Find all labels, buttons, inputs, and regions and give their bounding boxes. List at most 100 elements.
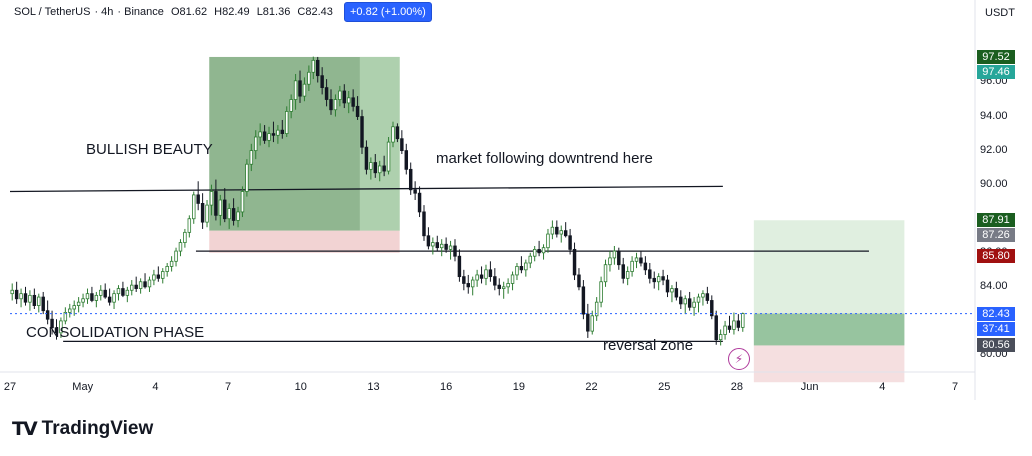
x-tick-label: 25	[658, 381, 671, 393]
candle	[276, 125, 280, 144]
candle	[625, 266, 630, 286]
currency-unit[interactable]: USDT	[985, 7, 1015, 19]
candle	[550, 220, 555, 240]
symbol-pair: SOL / TetherUS	[14, 6, 91, 18]
ohlc-high: H82.49	[214, 6, 250, 18]
candle	[271, 121, 276, 143]
candle	[506, 278, 510, 294]
candle	[431, 237, 435, 255]
candle	[435, 235, 440, 252]
candle	[683, 295, 687, 315]
candle	[599, 276, 603, 308]
candle	[338, 85, 342, 107]
candle	[736, 314, 741, 332]
x-tick-label: 10	[294, 381, 307, 393]
candle	[453, 239, 457, 262]
candle	[258, 123, 262, 146]
candle	[639, 251, 643, 267]
candle	[377, 160, 382, 182]
x-tick-label: 28	[730, 381, 744, 393]
price-badge: 97.46	[977, 64, 1015, 79]
candle	[10, 283, 14, 301]
reversal-entry-zone[interactable]	[753, 313, 905, 346]
candle	[329, 89, 333, 115]
candle	[320, 67, 324, 95]
upper-line[interactable]	[9, 185, 723, 193]
bullish-stop-zone[interactable]	[209, 230, 400, 253]
candle	[315, 56, 320, 83]
candle	[404, 143, 409, 175]
candle	[183, 228, 187, 248]
bullish-profit-zone-light[interactable]	[359, 56, 400, 231]
candle	[209, 184, 214, 216]
candle	[32, 288, 37, 309]
candle	[364, 140, 369, 175]
candle	[196, 181, 200, 211]
candle	[391, 121, 395, 148]
ohlc-close: C82.43	[297, 6, 333, 18]
y-tick-label: 94.00	[980, 109, 1008, 122]
x-tick-label: 16	[440, 381, 453, 393]
candle	[532, 245, 537, 262]
candle	[528, 252, 532, 269]
candle	[342, 84, 347, 109]
candle	[143, 273, 147, 289]
candle	[138, 278, 143, 294]
candle	[577, 268, 581, 291]
candle	[501, 281, 506, 299]
candle	[727, 315, 732, 333]
candle	[169, 256, 174, 272]
x-tick-label: 19	[512, 381, 525, 393]
price-badge: 85.80	[977, 249, 1015, 264]
x-tick-label: 22	[585, 381, 598, 393]
candle	[696, 293, 701, 313]
candle	[413, 181, 417, 200]
candle	[710, 295, 714, 320]
candle	[280, 119, 285, 139]
candle	[262, 125, 267, 144]
candle	[302, 77, 307, 102]
x-tick-label: May	[72, 381, 94, 393]
candle	[515, 263, 519, 281]
candle	[670, 285, 674, 303]
candle	[581, 280, 586, 320]
candle	[355, 96, 360, 120]
candle	[732, 312, 736, 335]
candle	[152, 269, 156, 286]
candle	[537, 240, 541, 257]
candle	[559, 225, 563, 243]
tradingview-logo[interactable]: TV TradingView	[12, 418, 153, 440]
candle	[205, 200, 209, 228]
candle	[479, 266, 484, 284]
candle	[470, 276, 475, 296]
candle	[249, 143, 254, 172]
candle	[648, 263, 652, 284]
symbol-header[interactable]: SOL / TetherUS · 4h · Binance O81.62 H82.4…	[14, 6, 333, 18]
candle	[493, 268, 497, 291]
candle	[54, 319, 59, 340]
candle	[457, 249, 462, 282]
x-tick-label: 7	[951, 381, 959, 393]
x-tick-label: 7	[225, 381, 232, 393]
candle	[466, 274, 470, 294]
annotation-reversal: reversal zone	[603, 337, 694, 354]
candle	[324, 79, 329, 107]
candle	[652, 271, 656, 289]
candle	[165, 263, 169, 277]
candle	[161, 268, 165, 284]
candle	[346, 91, 351, 114]
candle	[718, 329, 723, 346]
trend-lines-layer	[9, 185, 869, 342]
candle	[497, 278, 501, 296]
candle	[14, 281, 19, 304]
candle	[608, 251, 612, 272]
candle	[679, 290, 683, 309]
candle	[240, 186, 245, 218]
candle	[147, 276, 152, 292]
lightning-icon[interactable]: ⚡	[728, 348, 750, 370]
candle	[156, 266, 161, 282]
reversal-stop-zone[interactable]	[753, 345, 905, 383]
price-badge: 37:41	[977, 321, 1015, 336]
candle	[661, 269, 665, 286]
